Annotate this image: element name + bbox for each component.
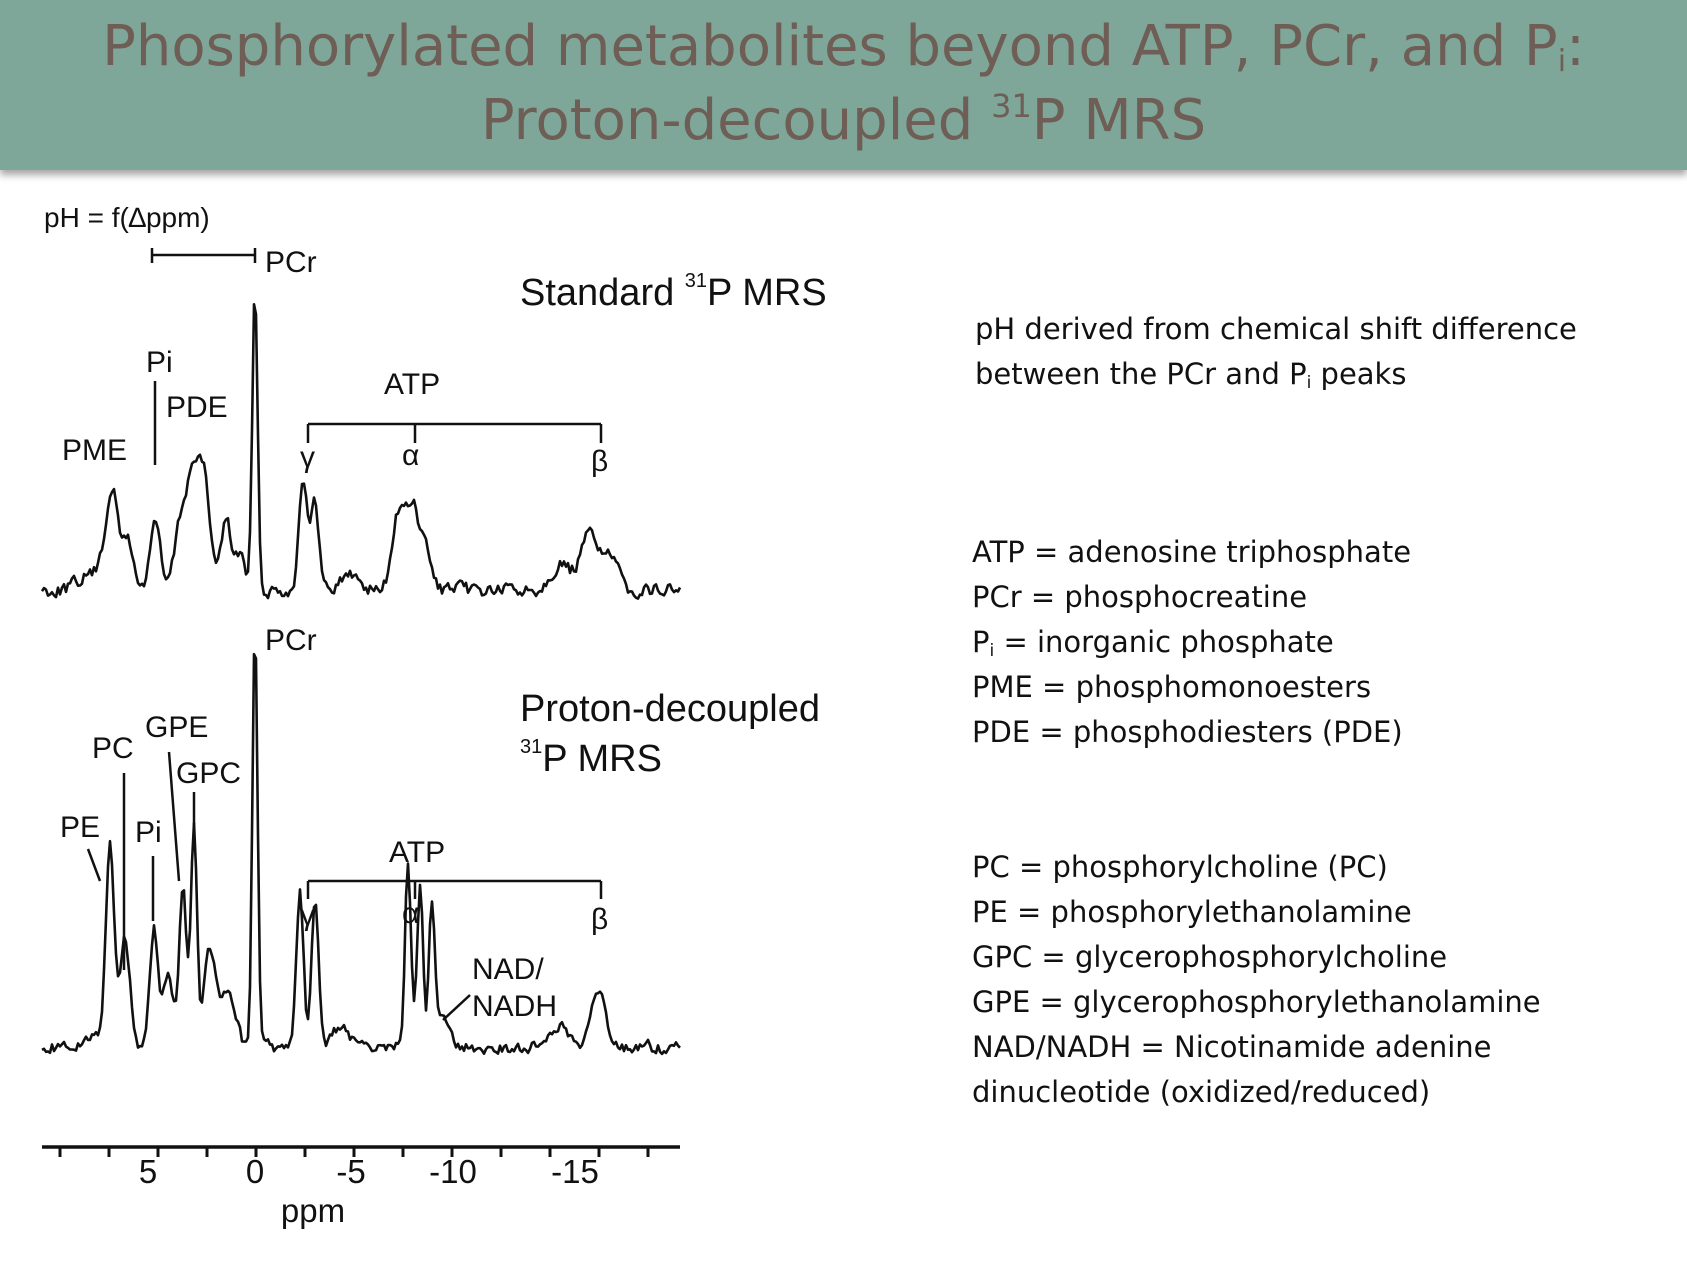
abbr-pme: PME = phosphomonoesters <box>972 670 1372 704</box>
axis-label: ppm <box>281 1192 345 1229</box>
abbr-pc: PC = phosphorylcholine (PC) <box>972 850 1388 884</box>
decoupled-title-line2: 31P MRS <box>520 736 662 780</box>
slide-title: Phosphorylated metabolites beyond ATP, P… <box>102 14 1585 153</box>
abbreviation-list-1: ATP = adenosine triphosphate PCr = phosp… <box>972 530 1411 755</box>
standard-pcr-label: PCr <box>265 246 317 279</box>
standard-atp-label: ATP <box>384 368 440 401</box>
abbr-nad-line2: dinucleotide (oxidized/reduced) <box>972 1075 1431 1109</box>
abbr-pde: PDE = phosphodiesters (PDE) <box>972 715 1403 749</box>
decoupled-pe-label: PE <box>60 811 100 844</box>
tick-label-minus15: -15 <box>551 1153 599 1190</box>
abbr-gpe: GPE = glycerophosphorylethanolamine <box>972 985 1541 1019</box>
standard-alpha-label: α <box>402 439 419 472</box>
decoupled-pi-label: Pi <box>135 816 162 849</box>
tick-label-minus10: -10 <box>429 1153 477 1190</box>
decoupled-gamma-label: γ <box>300 899 315 932</box>
tick-label-minus5: -5 <box>336 1153 365 1190</box>
decoupled-spectrum-trace <box>41 652 681 1056</box>
decoupled-atp-label: ATP <box>389 836 445 869</box>
abbr-atp: ATP = adenosine triphosphate <box>972 535 1412 569</box>
title-bar <box>0 0 1687 170</box>
ph-note-line2: between the PCr and Pi peaks <box>975 357 1407 393</box>
abbreviation-list-2: PC = phosphorylcholine (PC) PE = phospho… <box>972 845 1541 1115</box>
abbr-gpc: GPC = glycerophosphorylcholine <box>972 940 1448 974</box>
abbr-nad-line1: NAD/NADH = Nicotinamide adenine <box>972 1030 1492 1064</box>
standard-title: Standard 31P MRS <box>520 270 827 314</box>
abbr-pe: PE = phosphorylethanolamine <box>972 895 1412 929</box>
decoupled-beta-label: β <box>591 903 608 936</box>
standard-pi-label: Pi <box>146 346 173 379</box>
ppm-axis <box>42 1145 680 1157</box>
standard-pde-label: PDE <box>166 391 228 424</box>
standard-pme-label: PME <box>62 434 127 467</box>
standard-atp-bracket <box>306 422 603 443</box>
standard-spectrum-trace <box>40 303 682 600</box>
decoupled-alpha-label: α <box>402 897 419 930</box>
decoupled-atp-bracket <box>306 879 603 899</box>
nad-pointer-line <box>442 994 471 1021</box>
mrs-spectra-figure: pH = f(∆ppm) Standard 31P MRS PCr Pi PDE… <box>40 202 827 1229</box>
decoupled-pcr-label: PCr <box>265 624 317 657</box>
nad-label-line2: NADH <box>472 990 557 1023</box>
tick-label-0: 0 <box>246 1153 264 1190</box>
tick-label-5: 5 <box>139 1153 157 1190</box>
decoupled-pointer-lines <box>86 751 196 970</box>
abbr-pcr: PCr = phosphocreatine <box>972 580 1308 614</box>
decoupled-gpc-label: GPC <box>176 757 241 790</box>
decoupled-title-line1: Proton-decoupled <box>520 688 820 730</box>
standard-gamma-label: γ <box>300 441 315 474</box>
ph-formula: pH = f(∆ppm) <box>44 202 210 233</box>
decoupled-gpe-label: GPE <box>145 711 208 744</box>
ph-note-line1: pH derived from chemical shift differenc… <box>975 312 1577 346</box>
ph-bracket <box>150 248 257 263</box>
nad-label-line1: NAD/ <box>472 953 544 986</box>
decoupled-pc-label: PC <box>92 732 134 765</box>
ph-note: pH derived from chemical shift differenc… <box>975 307 1577 397</box>
abbr-pi: Pi = inorganic phosphate <box>972 625 1334 661</box>
standard-beta-label: β <box>591 445 608 478</box>
